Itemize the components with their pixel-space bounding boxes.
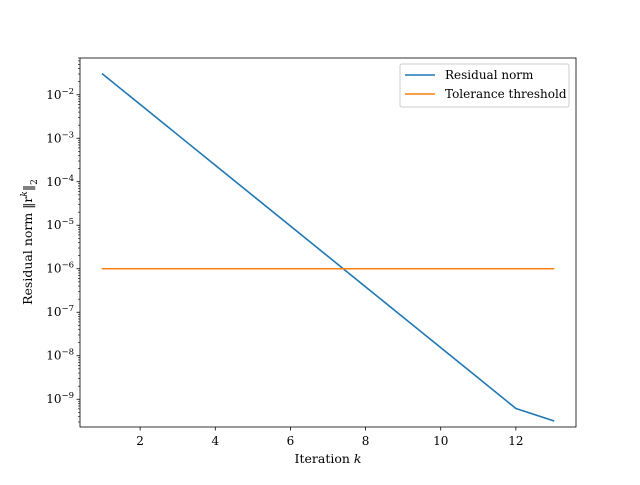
y-axis-label: Residual norm ‖rk‖2 [20, 179, 40, 305]
legend: Residual norm Tolerance threshold [399, 63, 570, 108]
x-axis-label: Iteration k [295, 451, 362, 466]
y-tick-label: 10−6 [46, 261, 74, 276]
y-tick-label: 10−3 [46, 130, 74, 145]
series-line-0 [101, 72, 555, 422]
x-tick-label: 2 [136, 434, 144, 448]
y-tick-label: 10−9 [46, 391, 74, 406]
series-layer [101, 72, 555, 422]
ticks-layer: 2 4 6 8 10 12 10−9 10−8 10−7 10−6 10−5 10−4 10−3 10−2 [46, 57, 524, 448]
legend-label-residual-norm: Residual norm [445, 68, 534, 82]
legend-label-tolerance-threshold: Tolerance threshold [445, 87, 567, 101]
x-tick-label: 6 [287, 434, 295, 448]
x-tick-label: 4 [211, 434, 219, 448]
x-tick-label: 10 [433, 434, 448, 448]
y-tick-label: 10−4 [46, 174, 74, 189]
y-tick-label: 10−2 [46, 87, 74, 102]
x-tick-label: 8 [362, 434, 370, 448]
legend-box [399, 63, 570, 108]
y-tick-label: 10−7 [46, 304, 74, 319]
x-tick-label: 12 [508, 434, 523, 448]
y-tick-label: 10−5 [46, 217, 74, 232]
y-tick-label: 10−8 [46, 348, 74, 363]
